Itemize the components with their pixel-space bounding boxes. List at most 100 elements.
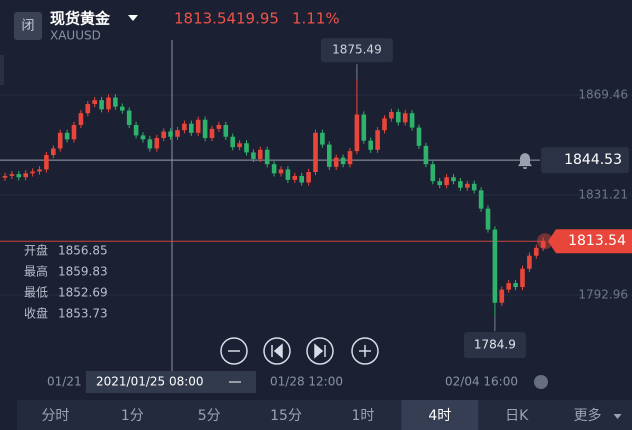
change-pct: 1.11%: [292, 10, 340, 28]
candle-body: [71, 124, 77, 140]
candle-body: [485, 208, 491, 230]
tabs: 分时 1分 5分 15分 1时 4时 日K 更多: [41, 400, 622, 430]
price: 1813.54: [174, 10, 236, 28]
candle-body: [106, 97, 111, 110]
candle-body: [37, 169, 42, 172]
x-label: 01/28 12:00: [270, 375, 343, 389]
candle-body: [189, 123, 194, 133]
x-label: 01/21: [47, 375, 82, 389]
current-glow: [537, 233, 553, 250]
candle-body: [327, 144, 332, 167]
tab[interactable]: 分时: [41, 408, 69, 424]
candle-body: [2, 175, 8, 178]
candle-body: [216, 124, 222, 129]
tab-bar: [0, 400, 632, 430]
icon: [314, 343, 326, 359]
more-arrow[interactable]: [613, 414, 622, 419]
change: 19.95: [236, 10, 279, 28]
candle-body: [520, 268, 525, 288]
controls: [220, 337, 379, 365]
candle-body: [285, 169, 291, 180]
candle-body: [423, 145, 429, 165]
crosshair-time: 2021/01/25 08:00: [96, 375, 204, 389]
candle-body: [168, 131, 173, 137]
candle-body: [354, 114, 360, 152]
candle-body: [202, 119, 208, 139]
min-tag: [463, 332, 526, 359]
candle-body: [278, 169, 284, 174]
candle-body: [258, 149, 263, 159]
candle-body: [402, 113, 408, 123]
icon: [271, 343, 283, 359]
tab[interactable]: 4时: [428, 408, 451, 424]
info-label: 收盘: [24, 306, 48, 321]
close-button[interactable]: [14, 12, 42, 40]
dropdown-arrow[interactable]: [128, 15, 138, 21]
symbol: XAUUSD: [50, 29, 101, 43]
info-label: 最低: [24, 286, 48, 300]
crosshair-time-box: [86, 371, 256, 393]
plot: 1869.46 1831.21 1792.96 1875.49 1784.9 1844.5…: [0, 38, 632, 393]
candle-body: [30, 171, 35, 174]
candle-body: [223, 124, 229, 137]
tab[interactable]: 更多: [574, 407, 602, 424]
candle-body: [264, 149, 270, 165]
candle-body: [147, 139, 153, 149]
candle-body: [85, 104, 91, 114]
instrument-name[interactable]: 现货黄金: [50, 10, 111, 28]
candle-body: [44, 155, 49, 170]
info-label: 开盘: [24, 243, 48, 258]
candle-body: [251, 152, 256, 159]
scroll-dot: [534, 375, 548, 389]
tab[interactable]: 15分: [270, 408, 302, 424]
candle-body: [451, 177, 456, 182]
bell-icon[interactable]: [518, 153, 532, 170]
candle-body: [133, 124, 139, 136]
candle-body: [396, 111, 401, 123]
candle-body: [113, 97, 118, 107]
tab[interactable]: 5分: [198, 408, 221, 424]
edge: [0, 55, 4, 85]
candle-body: [292, 175, 298, 180]
candle-body: [513, 283, 518, 288]
candle-body: [375, 130, 380, 150]
close-icon: 闭: [21, 19, 34, 34]
candle-body: [244, 143, 249, 153]
candle-body: [430, 164, 436, 182]
candle-body: [209, 128, 215, 139]
candle-body: [534, 247, 539, 256]
info-value: 1856.85: [58, 244, 108, 258]
candle-body: [492, 229, 498, 303]
tab[interactable]: 日K: [505, 408, 529, 424]
candle-body: [333, 157, 339, 167]
info-value: 1852.69: [58, 286, 108, 300]
min-label: 1784.9: [474, 338, 516, 352]
candle-body: [471, 183, 477, 191]
candle-body: [340, 157, 346, 165]
candle-body: [361, 114, 367, 141]
candle-body: [92, 100, 97, 105]
tab-active-bg: [401, 400, 479, 430]
max-label: 1875.49: [332, 43, 382, 57]
candle-body: [271, 164, 277, 174]
candle-body: [444, 177, 449, 186]
candle-body: [458, 181, 463, 188]
candle-body: [416, 127, 422, 146]
tab[interactable]: 1时: [351, 408, 374, 424]
candle-body: [306, 172, 311, 183]
tab[interactable]: 1分: [121, 408, 144, 424]
candle-body: [465, 183, 470, 188]
candle-body: [51, 148, 56, 156]
candle-body: [99, 100, 104, 110]
candle-body: [313, 132, 318, 173]
max-tag: [320, 38, 393, 63]
current-label: 1813.54: [568, 233, 626, 249]
alert-tag: [541, 147, 629, 174]
candle-body: [230, 136, 235, 148]
candle-body: [368, 140, 373, 150]
icon: [359, 345, 371, 357]
candle-body: [23, 173, 28, 178]
candle-body: [382, 118, 387, 131]
